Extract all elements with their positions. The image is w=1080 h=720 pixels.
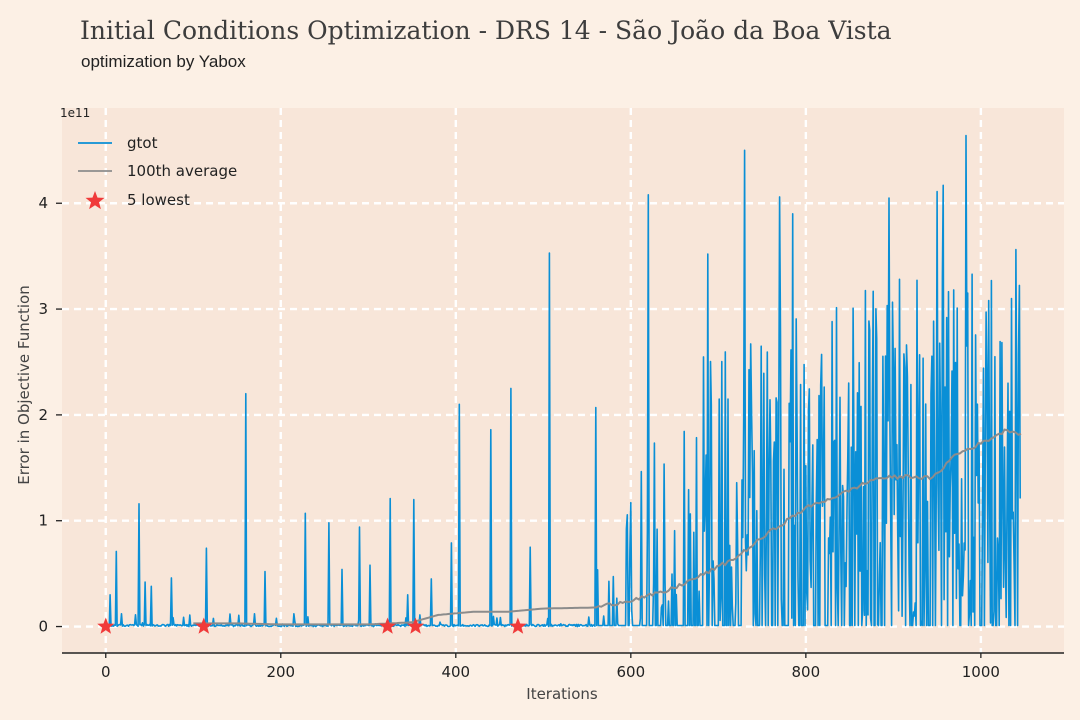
lowest-point-star	[195, 617, 213, 634]
y-tick-label: 1	[38, 512, 48, 530]
chart-subtitle: optimization by Yabox	[81, 52, 246, 71]
lowest-markers	[97, 617, 527, 634]
lowest-point-star	[509, 617, 527, 634]
legend: gtot 100th average 5 lowest	[78, 134, 237, 210]
x-axis-ticks: 0 200 400 600 800 1000	[101, 653, 1000, 681]
legend-gtot-label: gtot	[127, 134, 158, 152]
y-tick-label: 2	[38, 406, 48, 424]
average-series	[193, 428, 1022, 626]
y-axis-label: Error in Objective Function	[15, 285, 33, 484]
x-tick-label: 600	[617, 663, 646, 681]
y-axis-ticks: 0 1 2 3 4	[38, 194, 62, 636]
x-axis-label: Iterations	[526, 685, 598, 703]
x-tick-label: 800	[792, 663, 821, 681]
y-scale-label: 1e11	[60, 106, 90, 120]
gtot-series	[105, 134, 1021, 628]
plot-area	[62, 108, 1064, 653]
y-tick-label: 0	[38, 618, 48, 636]
legend-lowest-label: 5 lowest	[127, 191, 190, 209]
y-tick-label: 4	[38, 194, 48, 212]
legend-average-label: 100th average	[127, 162, 237, 180]
gtot-line	[105, 134, 1021, 628]
lowest-point-star	[379, 617, 397, 634]
x-tick-label: 400	[441, 663, 470, 681]
x-tick-label: 1000	[962, 663, 1000, 681]
lowest-point-star	[407, 617, 425, 634]
y-tick-label: 3	[38, 300, 48, 318]
legend-lowest-swatch	[85, 191, 105, 210]
x-tick-label: 200	[266, 663, 295, 681]
chart-title: Initial Conditions Optimization - DRS 14…	[80, 16, 892, 45]
x-tick-label: 0	[101, 663, 111, 681]
lowest-point-star	[97, 617, 115, 634]
average-line	[193, 428, 1022, 626]
